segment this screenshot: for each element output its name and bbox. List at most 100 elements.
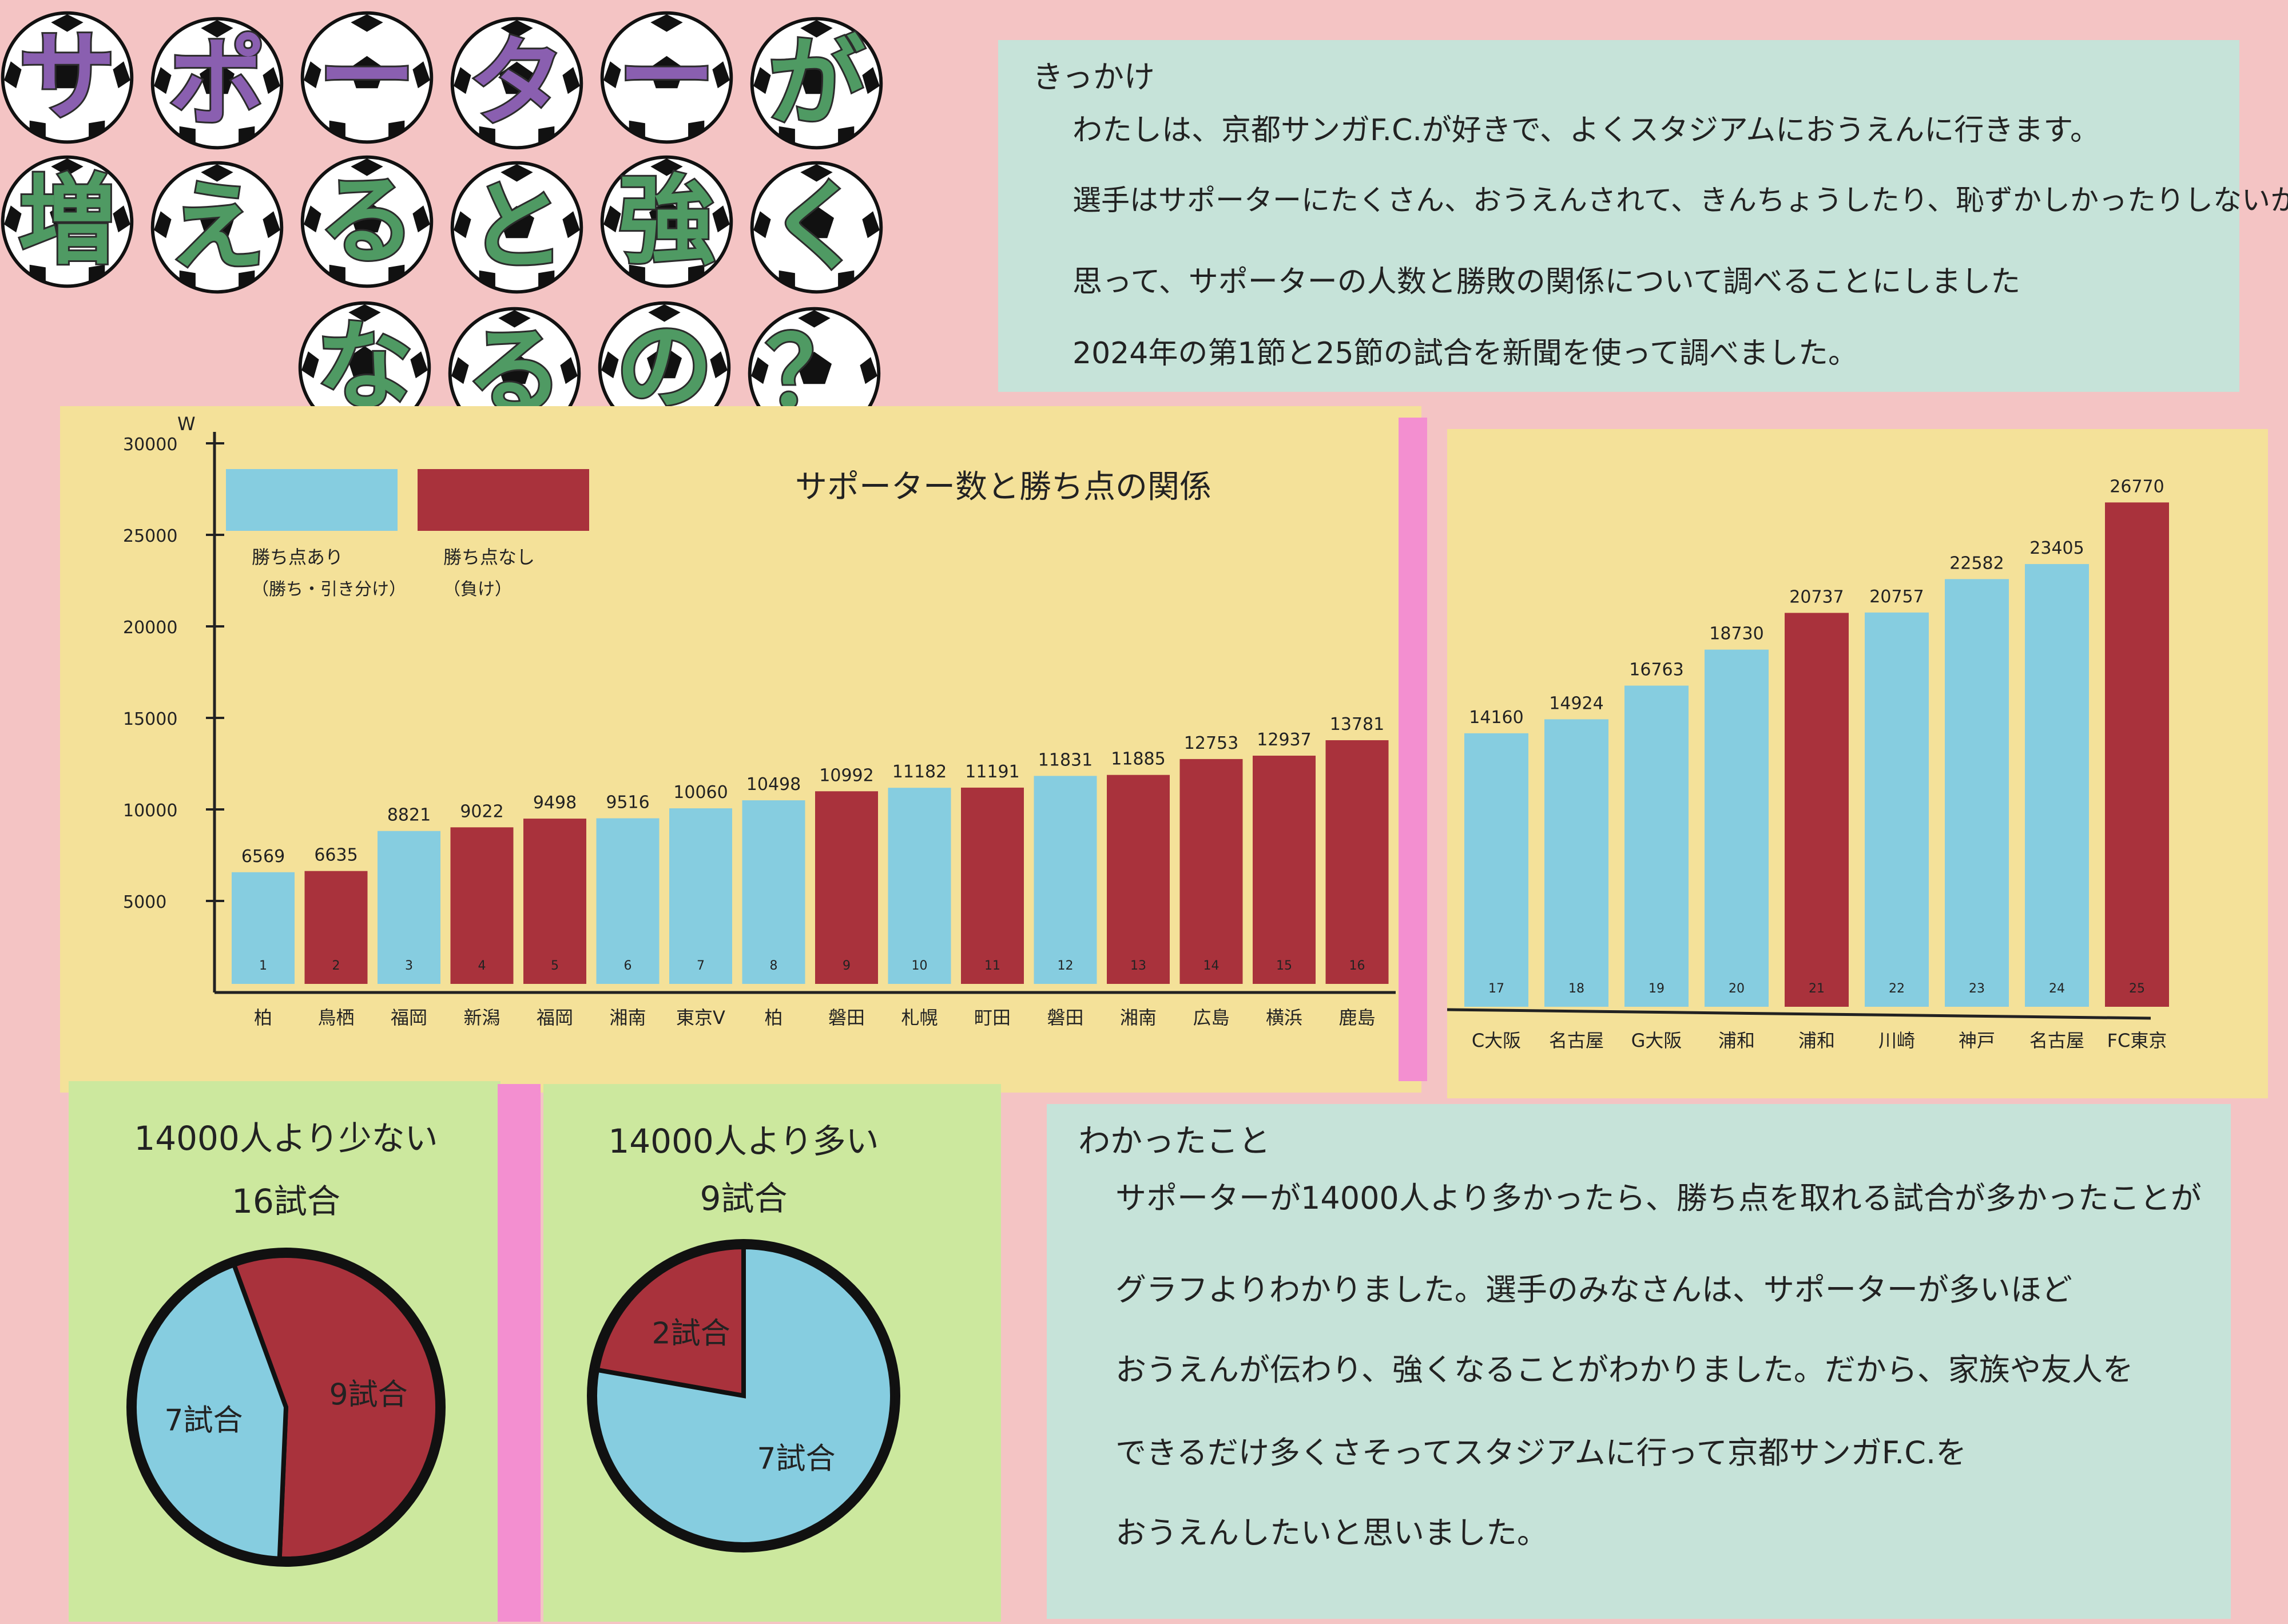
bar-match-number: 21 — [1809, 982, 1825, 996]
pie-subtitle: 9試合 — [700, 1179, 788, 1218]
pie-slice-label: 9試合 — [329, 1378, 407, 1412]
bar-team-label: 名古屋 — [2029, 1030, 2084, 1051]
bar — [1865, 612, 1929, 1007]
bar-team-label: 町田 — [974, 1007, 1011, 1029]
bar-team-label: 横浜 — [1266, 1007, 1302, 1029]
bar-team-label: 磐田 — [828, 1007, 865, 1029]
title-char: ポ — [166, 25, 267, 141]
bar — [961, 787, 1024, 984]
motivation-line-4: 2024年の第1節と25節の試合を新聞を使って調べました。 — [1072, 336, 1858, 371]
title-char: が — [766, 25, 867, 141]
bar-match-number: 22 — [1889, 982, 1905, 996]
y-tick-label: 5000 — [123, 892, 166, 912]
bar-team-label: 柏 — [254, 1007, 272, 1029]
title-ball: え — [150, 160, 284, 295]
bar-value-label: 6635 — [314, 845, 357, 865]
title-ball: サ — [0, 10, 134, 145]
bar — [888, 788, 951, 984]
bar — [1253, 756, 1316, 984]
bar-team-label: G大阪 — [1631, 1030, 1682, 1051]
y-tick-label: 30000 — [123, 435, 177, 455]
motivation-line-1: わたしは、京都サンガF.C.が好きで、よくスタジアムにおうえんに行きます。 — [1072, 113, 2100, 148]
bar-match-number: 9 — [843, 959, 851, 973]
bar-value-label: 9516 — [606, 792, 649, 812]
motivation-heading: きっかけ — [1032, 59, 1155, 95]
bar — [742, 800, 805, 984]
bar — [1034, 776, 1097, 984]
bar — [378, 831, 440, 984]
title-ball: ポ — [150, 16, 284, 150]
bar-value-label: 20737 — [1789, 587, 1844, 607]
bar-value-label: 16763 — [1629, 660, 1683, 680]
bar-team-label: 広島 — [1193, 1007, 1229, 1029]
bar-chart: サポーター数と勝ち点の関係 W 勝ち点あり（勝ち・引き分け）勝ち点なし（負け） … — [123, 413, 2169, 1051]
bar — [232, 872, 295, 984]
bar-match-number: 7 — [697, 959, 705, 973]
bar-team-label: 浦和 — [1718, 1030, 1755, 1051]
bar-value-label: 11182 — [892, 762, 947, 782]
title-ball: ー — [599, 10, 734, 145]
bar-match-number: 15 — [1276, 959, 1292, 973]
legend-label: 勝ち点あり — [252, 546, 343, 568]
bar-team-label: 川崎 — [1878, 1030, 1915, 1051]
bar-value-label: 23405 — [2029, 538, 2084, 558]
bar-match-number: 13 — [1130, 959, 1146, 973]
bar-team-label: 神戸 — [1959, 1030, 1995, 1051]
bar-value-label: 12753 — [1184, 733, 1238, 753]
bar-match-number: 3 — [405, 959, 413, 973]
y-tick-label: 15000 — [123, 709, 177, 729]
bar — [1705, 649, 1769, 1007]
bar-value-label: 14160 — [1469, 708, 1523, 728]
bar — [2025, 564, 2089, 1007]
bar-match-number: 10 — [912, 959, 928, 973]
title-char: ー — [616, 19, 717, 136]
pie-slice — [593, 1244, 895, 1547]
bar — [815, 791, 878, 984]
y-tick-label: 20000 — [123, 618, 177, 638]
y-axis-unit: W — [177, 413, 196, 435]
bar-match-number: 24 — [2049, 982, 2065, 996]
pie-slice — [594, 1244, 746, 1399]
bar-value-label: 22582 — [1949, 553, 2004, 573]
divider-strip — [1399, 418, 1427, 1081]
bar-value-label: 11831 — [1038, 750, 1093, 770]
bar — [596, 818, 660, 984]
title-char: え — [166, 169, 267, 285]
bar-team-label: 鹿島 — [1338, 1007, 1375, 1029]
bar-team-label: 福岡 — [391, 1007, 427, 1029]
bar-team-label: 新潟 — [463, 1007, 500, 1029]
pie-subtitle: 16試合 — [232, 1182, 340, 1221]
findings-line-5: おうえんしたいと思いました。 — [1115, 1515, 1548, 1551]
bar-team-label: 柏 — [764, 1007, 782, 1029]
bar-value-label: 10498 — [746, 775, 801, 795]
title-ball: る — [300, 154, 434, 289]
bar-match-number: 5 — [551, 959, 559, 973]
y-tick-label: 10000 — [123, 801, 177, 821]
bar-match-number: 4 — [478, 959, 486, 973]
findings-line-4: できるだけ多くさそってスタジアムに行って京都サンガF.C.を — [1115, 1435, 1967, 1471]
bar-match-number: 23 — [1969, 982, 1985, 996]
bar-value-label: 6569 — [241, 847, 285, 867]
bar-match-number: 16 — [1349, 959, 1365, 973]
bar — [523, 819, 586, 984]
bar — [2105, 502, 2169, 1007]
bar-value-label: 11191 — [965, 762, 1019, 782]
bar-value-label: 20757 — [1869, 587, 1924, 607]
pie-title: 14000人より多い — [608, 1122, 879, 1161]
pie-title: 14000人より少ない — [134, 1119, 438, 1158]
bar — [1179, 759, 1243, 984]
bar-team-label: FC東京 — [2107, 1030, 2167, 1051]
findings-line-1: サポーターが14000人より多かったら、勝ち点を取れる試合が多かったことが — [1115, 1180, 2202, 1216]
bar — [1544, 719, 1608, 1007]
bar-value-label: 10060 — [673, 783, 728, 803]
bar-match-number: 18 — [1568, 982, 1584, 996]
title-ball: ー — [300, 10, 434, 145]
title-ball: タ — [450, 16, 584, 150]
title-ball: が — [749, 16, 884, 150]
title-char: ー — [316, 19, 417, 136]
title-char: く — [766, 169, 867, 285]
bar-team-label: 磐田 — [1047, 1007, 1083, 1029]
pie-slice-label: 7試合 — [164, 1403, 243, 1438]
bar-match-number: 19 — [1649, 982, 1665, 996]
bar — [1325, 740, 1389, 984]
